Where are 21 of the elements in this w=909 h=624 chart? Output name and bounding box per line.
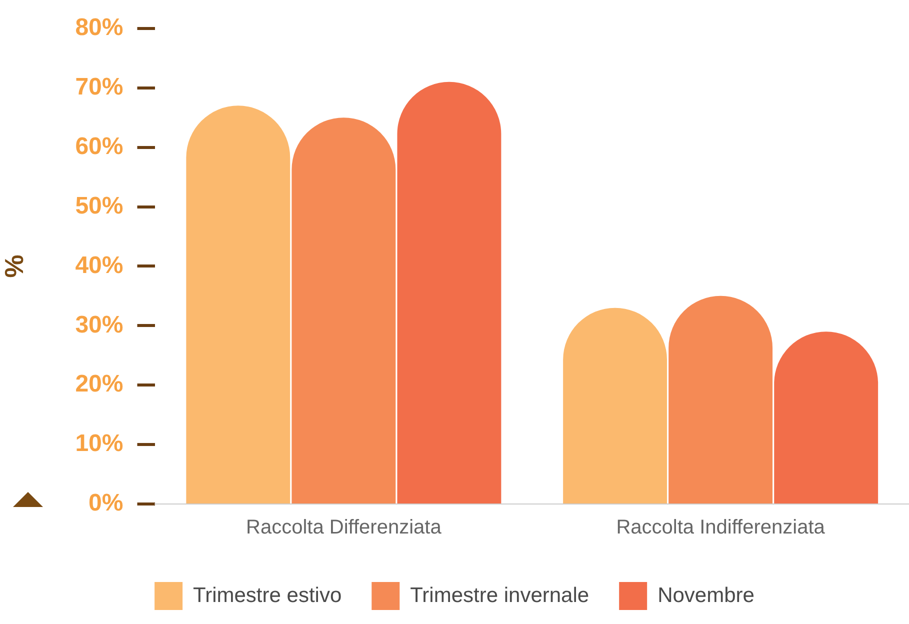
- bar: [397, 82, 502, 504]
- legend-label: Trimestre estivo: [193, 584, 342, 607]
- y-tick-label: 0%: [88, 490, 124, 517]
- x-tick-label: Raccolta Indifferenziata: [616, 516, 826, 539]
- bar: [292, 118, 396, 504]
- bar: [186, 106, 290, 504]
- y-axis-title: %: [0, 254, 29, 278]
- legend-label: Novembre: [658, 584, 754, 607]
- y-tick-label: 40%: [75, 252, 124, 279]
- y-tick-label: 20%: [75, 370, 124, 398]
- bar: [668, 296, 773, 504]
- y-tick-label: 70%: [75, 73, 124, 100]
- x-tick-label: Raccolta Differenziata: [246, 516, 442, 539]
- y-tick-label: 60%: [75, 132, 124, 160]
- bar: [774, 332, 878, 504]
- y-tick-label: 30%: [75, 311, 124, 338]
- y-tick-label: 50%: [75, 192, 124, 220]
- bar: [563, 308, 668, 504]
- y-tick-label: 80%: [75, 14, 124, 42]
- y-tick-label: 10%: [75, 430, 124, 458]
- legend-label: Trimestre invernale: [410, 584, 590, 607]
